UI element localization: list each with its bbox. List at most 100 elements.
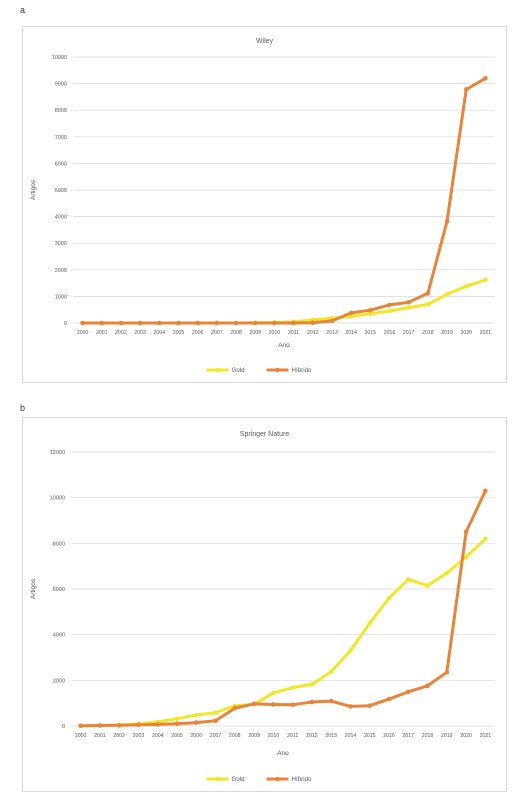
- data-point-hibrido: [193, 720, 199, 725]
- legend-label-gold: Gold: [232, 367, 246, 374]
- x-tick-label: 2000: [77, 330, 89, 336]
- x-tick-label: 2014: [345, 733, 357, 739]
- x-tick-label: 2012: [307, 330, 319, 336]
- legend-marker-hibrido: [275, 367, 280, 373]
- x-tick-label: 2009: [248, 733, 260, 739]
- y-tick-label: 2000: [53, 678, 65, 684]
- x-tick-label: 2005: [171, 733, 183, 739]
- data-point-hibrido: [425, 683, 430, 689]
- y-tick-label: 4000: [55, 215, 67, 221]
- chart-springer-svg: Springer Nature 0 2000 4000 6000 8000 10000 120…: [30, 431, 495, 783]
- x-tick-label: 2013: [325, 733, 337, 739]
- x-tick-label: 2021: [480, 330, 492, 336]
- data-point-gold: [348, 648, 353, 653]
- panel-label-b: b: [20, 403, 26, 413]
- series-line-gold: [80, 537, 487, 728]
- x-tick-label: 2019: [441, 330, 453, 336]
- x-tick-label: 2010: [269, 330, 281, 336]
- y-tick-label: 6000: [53, 587, 65, 593]
- y-axis-label: Artigos: [30, 179, 37, 200]
- x-tick-label: 2010: [268, 733, 280, 739]
- data-point-hibrido: [78, 723, 83, 729]
- data-point-hibrido: [272, 320, 277, 326]
- data-point-gold: [328, 669, 334, 674]
- x-tick-label: 2008: [230, 330, 242, 336]
- chart-title: Springer Nature: [240, 431, 290, 438]
- data-point-gold: [309, 682, 315, 687]
- y-tick-label: 5000: [55, 188, 67, 194]
- y-tick-label: 7000: [55, 135, 67, 141]
- data-point-hibrido: [309, 699, 315, 705]
- x-tick-label: 2018: [422, 330, 434, 336]
- data-point-hibrido: [290, 702, 295, 708]
- y-tick-label: 0: [64, 321, 67, 327]
- x-tick-label: 2002: [113, 733, 125, 739]
- legend-marker-hibrido: [275, 776, 280, 782]
- data-point-gold: [483, 277, 488, 283]
- data-point-hibrido: [463, 529, 469, 535]
- data-point-hibrido: [328, 698, 334, 704]
- y-tick-label: 2000: [55, 268, 67, 274]
- y-tick-label: 1000: [55, 294, 67, 300]
- data-point-hibrido: [483, 75, 488, 81]
- x-axis-label: Ano: [278, 342, 290, 349]
- data-point-gold: [386, 595, 392, 601]
- y-tick-label: 10000: [50, 496, 65, 502]
- x-tick-label: 2007: [210, 733, 222, 739]
- x-tick-label: 2006: [192, 330, 204, 336]
- data-point-hibrido: [213, 718, 218, 724]
- y-axis-label: Artigos: [30, 578, 37, 599]
- data-point-hibrido: [155, 722, 161, 727]
- data-point-gold: [406, 305, 411, 310]
- y-tick-label: 4000: [53, 633, 65, 639]
- data-point-gold: [425, 302, 431, 307]
- data-point-hibrido: [97, 723, 103, 728]
- x-tick-label: 2004: [152, 733, 164, 739]
- legend-label-hibrido: Híbrido: [292, 776, 313, 783]
- data-point-gold: [425, 583, 430, 588]
- data-point-hibrido: [386, 696, 392, 702]
- series-line-hibrido: [82, 77, 487, 325]
- data-point-gold: [290, 685, 295, 690]
- data-point-hibrido: [252, 320, 258, 326]
- y-tick-label: 8000: [55, 108, 67, 114]
- x-tick-label: 2008: [229, 733, 241, 739]
- data-point-hibrido: [406, 299, 411, 305]
- data-point-hibrido: [233, 320, 239, 326]
- x-tick-label: 2018: [422, 733, 434, 739]
- y-tick-label: 12000: [50, 450, 65, 456]
- data-point-hibrido: [368, 307, 373, 313]
- x-tick-label: 2021: [480, 733, 492, 739]
- series-line-hibrido: [80, 490, 487, 728]
- data-point-hibrido: [271, 702, 276, 707]
- data-point-hibrido: [405, 689, 411, 695]
- chart-springer: Springer Nature 0 2000 4000 6000 8000 10000 120…: [22, 417, 507, 792]
- panel-label-a: a: [20, 5, 26, 15]
- x-tick-label: 2016: [383, 733, 395, 739]
- x-tick-label: 2017: [403, 330, 415, 336]
- data-point-gold: [368, 311, 373, 316]
- data-point-gold: [387, 308, 392, 314]
- data-point-hibrido: [367, 703, 373, 708]
- legend-label-hibrido: Híbrido: [292, 367, 313, 374]
- y-tick-label: 0: [62, 724, 65, 730]
- data-point-gold: [174, 716, 180, 721]
- x-tick-label: 2005: [173, 330, 185, 336]
- x-tick-label: 2020: [460, 330, 472, 336]
- data-point-hibrido: [195, 320, 200, 326]
- y-tick-label: 6000: [55, 161, 67, 167]
- x-tick-label: 2014: [345, 330, 357, 336]
- data-point-hibrido: [80, 320, 85, 326]
- x-tick-label: 2017: [402, 733, 414, 739]
- data-point-hibrido: [214, 320, 220, 326]
- x-tick-label: 2006: [190, 733, 202, 739]
- data-point-hibrido: [483, 488, 488, 494]
- x-tick-label: 2004: [154, 330, 166, 336]
- chart-wiley-svg: Wiley 0 1000 2000 3000 4000 5000 6000 7000 8000 90…: [30, 38, 495, 374]
- x-tick-label: 2012: [306, 733, 318, 739]
- data-point-gold: [348, 314, 354, 319]
- data-point-gold: [444, 291, 450, 297]
- data-point-gold: [463, 554, 469, 560]
- x-tick-label: 2000: [75, 733, 87, 739]
- legend-label-gold: Gold: [232, 776, 246, 783]
